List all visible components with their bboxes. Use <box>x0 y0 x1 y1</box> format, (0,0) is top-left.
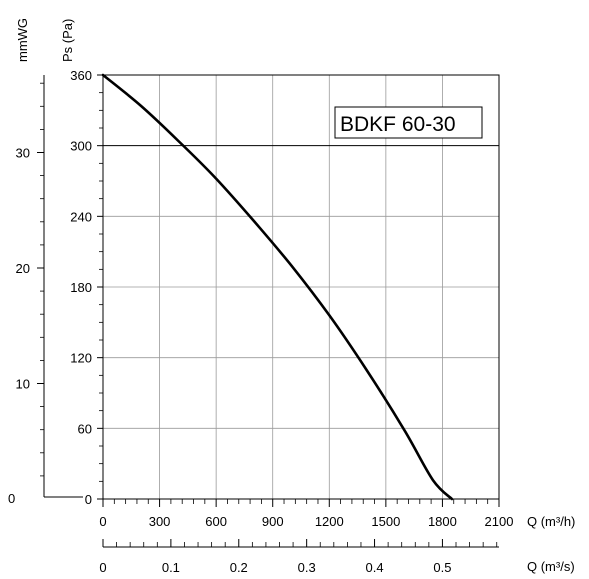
x-tick-labels: 0 300 600 900 1200 1500 1800 2100 <box>99 514 513 529</box>
x-tick-label: 0 <box>99 514 106 529</box>
mmwg-tick-label: 20 <box>16 261 30 276</box>
model-label-box <box>334 106 483 139</box>
y-tick-label: 120 <box>70 351 92 366</box>
x-tick-label: 1500 <box>371 514 400 529</box>
x-axis-title-m3s: Q (m³/s) <box>527 559 575 574</box>
y-axis-title-ps: Ps (Pa) <box>60 19 75 62</box>
y-tick-label: 360 <box>70 68 92 83</box>
x-tick-label: 1200 <box>315 514 344 529</box>
y-tick-label: 0 <box>85 492 92 507</box>
m3s-tick-label: 0.3 <box>298 560 316 575</box>
m3s-tick-label: 0.5 <box>433 560 451 575</box>
grid <box>103 75 499 499</box>
fan-curve-line <box>101 73 454 501</box>
x-tick-label: 900 <box>262 514 284 529</box>
m3s-tick-label: 0.4 <box>366 560 384 575</box>
y-tick-label: 240 <box>70 209 92 224</box>
y-tick-label: 60 <box>78 421 92 436</box>
mmwg-ticks: 0 10 20 30 <box>8 82 44 506</box>
minor-ticks <box>97 74 500 507</box>
mmwg-tick-label: 30 <box>16 145 30 160</box>
x-tick-label: 1800 <box>428 514 457 529</box>
y-tick-labels: 0 60 120 180 240 300 360 <box>70 68 92 507</box>
m3s-ticks: 0 0.1 0.2 0.3 0.4 0.5 <box>99 539 498 575</box>
y-tick-label: 180 <box>70 280 92 295</box>
x-tick-label: 2100 <box>485 514 514 529</box>
x-tick-label: 300 <box>149 514 171 529</box>
y-axis-title-mmwg: mmWG <box>15 18 30 62</box>
y-tick-label: 300 <box>70 139 92 154</box>
model-label: BDKF 60-30 <box>340 113 456 136</box>
x-axis-title-m3h: Q (m³/h) <box>527 514 575 529</box>
mmwg-tick-label: 10 <box>16 376 30 391</box>
m3s-tick-label: 0 <box>99 560 106 575</box>
m3s-tick-label: 0.2 <box>230 560 248 575</box>
x-tick-label: 600 <box>205 514 227 529</box>
mmwg-tick-label: 0 <box>8 491 15 506</box>
m3s-tick-label: 0.1 <box>162 560 180 575</box>
